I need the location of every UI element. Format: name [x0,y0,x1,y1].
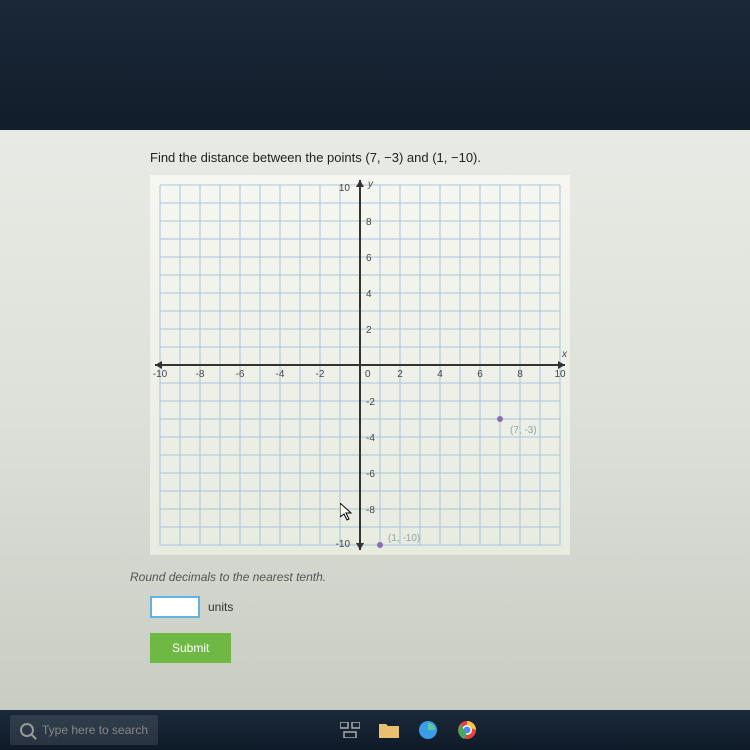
svg-text:-2: -2 [366,397,375,408]
svg-text:2: 2 [397,369,403,380]
chrome-icon[interactable] [455,718,479,742]
svg-text:-10: -10 [153,369,168,380]
svg-text:x: x [561,349,568,360]
svg-text:-8: -8 [366,505,375,516]
coordinate-graph: -10 -8 -6 -4 -2 0 2 4 6 8 10 2 4 6 8 10 … [150,175,570,555]
svg-text:y: y [367,179,374,190]
svg-text:6: 6 [477,369,483,380]
svg-text:4: 4 [366,289,372,300]
submit-button[interactable]: Submit [150,633,231,663]
graph-svg: -10 -8 -6 -4 -2 0 2 4 6 8 10 2 4 6 8 10 … [150,175,570,555]
search-icon [20,723,34,737]
taskbar: Type here to search [0,710,750,750]
svg-text:2: 2 [366,325,372,336]
axes [155,180,565,550]
explorer-icon[interactable] [377,718,401,742]
point-2-label: (1, -10) [388,533,420,544]
point-1-label: (7, -3) [510,425,537,436]
instruction-text: Round decimals to the nearest tenth. [130,570,720,584]
svg-text:8: 8 [517,369,523,380]
svg-text:10: 10 [339,183,351,194]
svg-text:8: 8 [366,217,372,228]
svg-text:6: 6 [366,253,372,264]
svg-text:-4: -4 [366,433,375,444]
taskbar-search[interactable]: Type here to search [10,715,158,745]
svg-text:-8: -8 [196,369,205,380]
content-area: Find the distance between the points (7,… [0,130,750,710]
point-2 [377,542,383,548]
svg-text:-6: -6 [236,369,245,380]
taskbar-icons [338,718,479,742]
svg-text:10: 10 [554,369,566,380]
svg-text:-6: -6 [366,469,375,480]
units-label: units [208,600,233,614]
answer-area: units [150,596,720,618]
question-text: Find the distance between the points (7,… [150,150,720,165]
svg-text:0: 0 [365,369,371,380]
svg-text:-4: -4 [276,369,285,380]
plotted-points: (7, -3) (1, -10) [377,416,537,548]
point-1 [497,416,503,422]
svg-text:4: 4 [437,369,443,380]
task-view-icon[interactable] [338,718,362,742]
svg-text:-2: -2 [316,369,325,380]
answer-input[interactable] [150,596,200,618]
search-placeholder: Type here to search [42,723,148,737]
edge-icon[interactable] [416,718,440,742]
svg-text:-10: -10 [336,539,351,550]
